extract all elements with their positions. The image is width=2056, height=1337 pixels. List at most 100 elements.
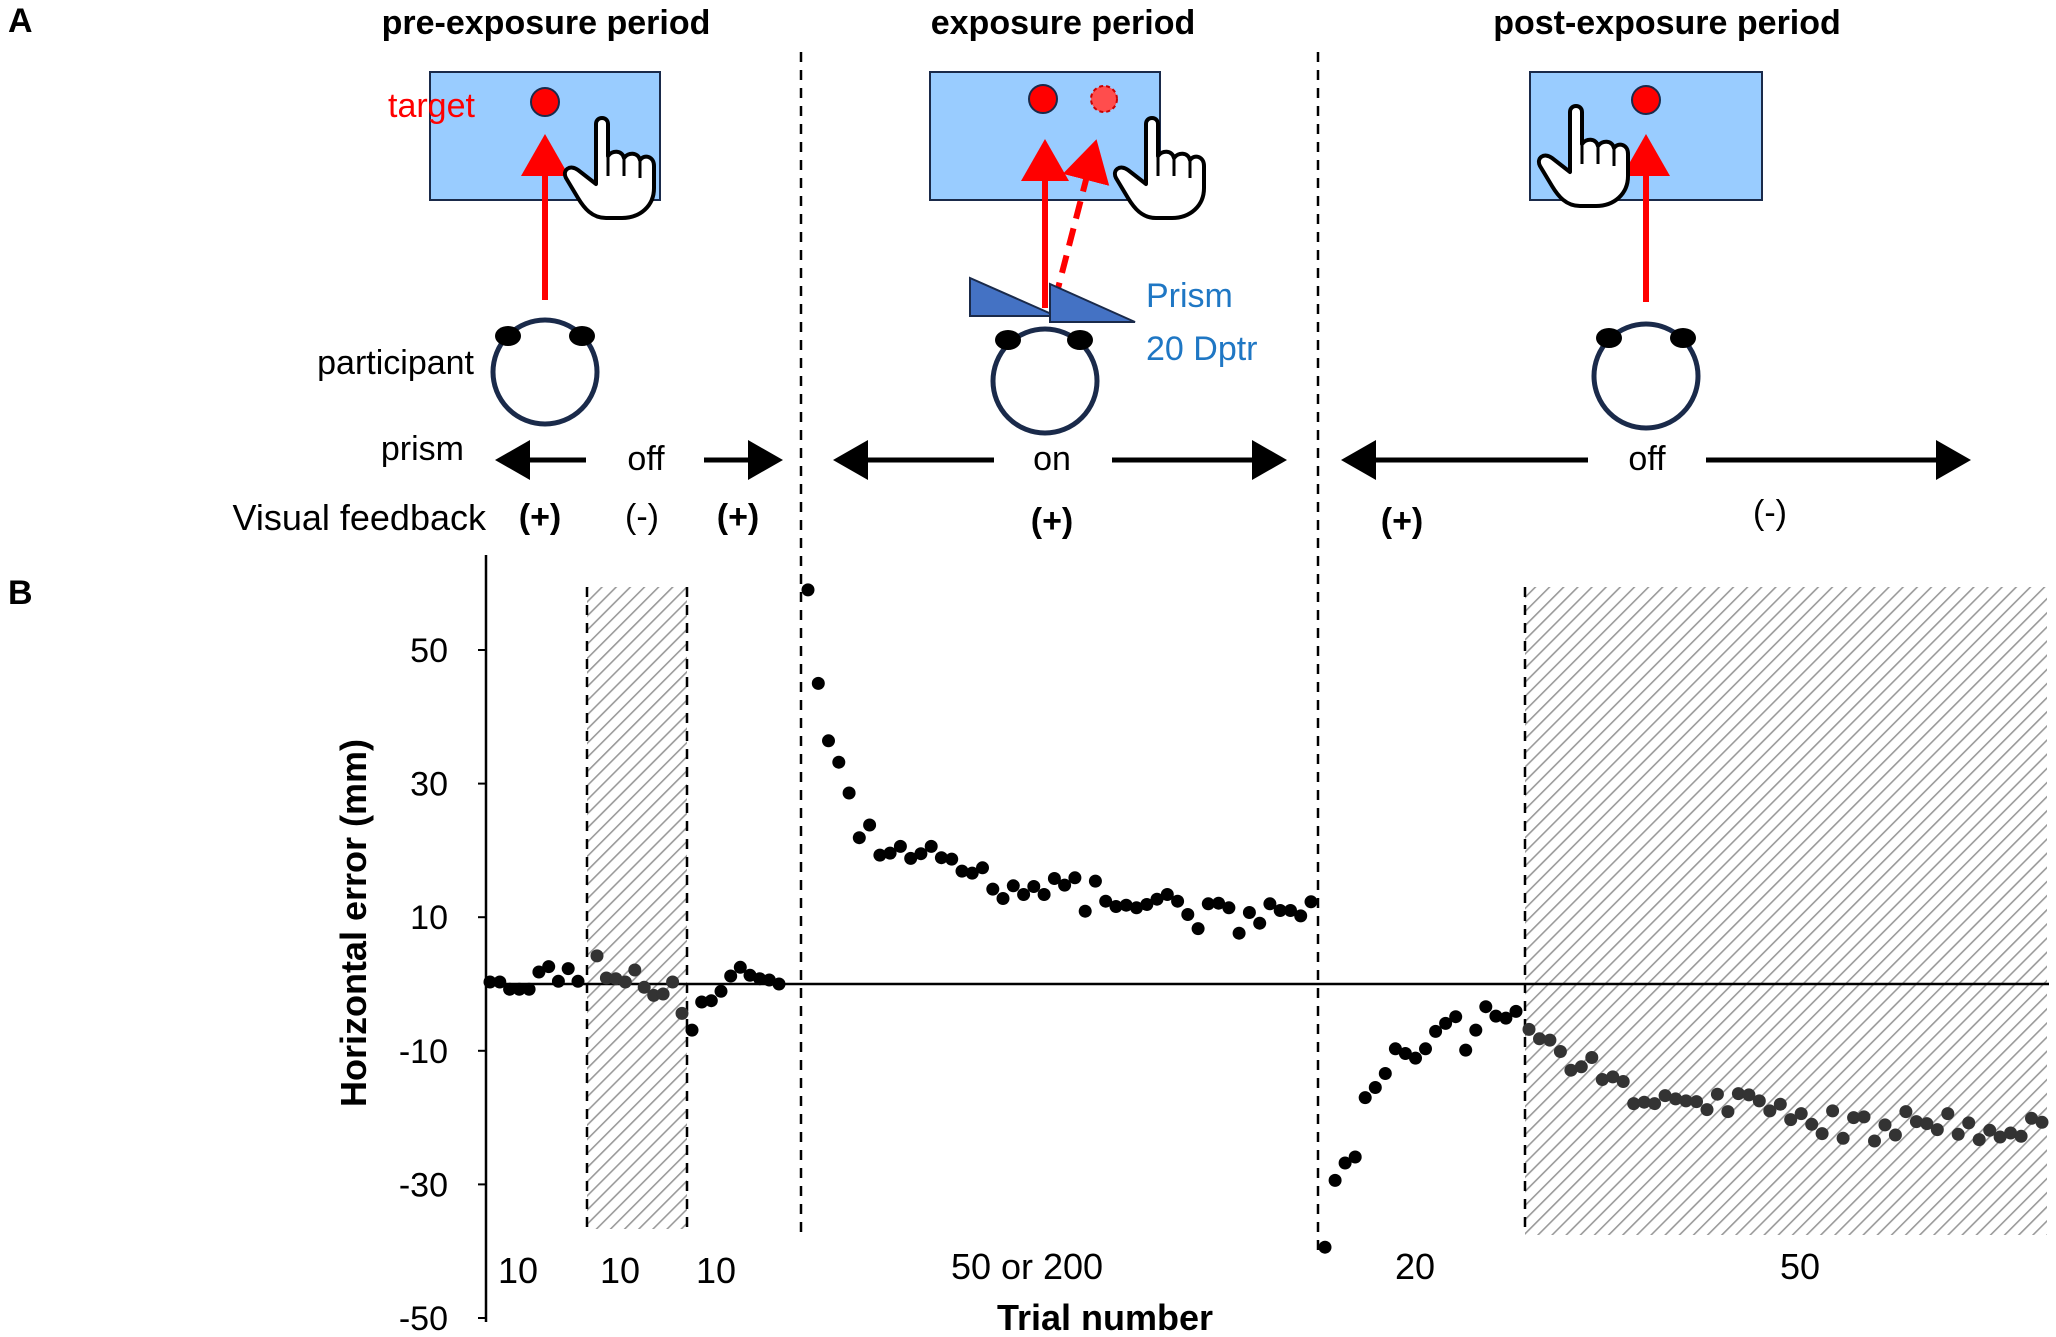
data-point — [1181, 908, 1195, 921]
prism-name-label: Prism — [1146, 277, 1233, 315]
data-point — [1119, 898, 1133, 912]
title-post-exposure: post-exposure period — [1493, 4, 1841, 42]
no-feedback-block-pre — [587, 587, 687, 1229]
data-point — [1150, 892, 1164, 906]
y-tick-label: -50 — [399, 1300, 448, 1337]
data-point — [656, 987, 670, 1001]
data-point — [2014, 1129, 2028, 1143]
data-point — [945, 852, 959, 866]
data-point — [1242, 906, 1256, 919]
data-point — [618, 975, 632, 989]
data-point — [801, 583, 815, 597]
data-point — [1171, 894, 1185, 908]
data-point — [1232, 926, 1246, 940]
data-point — [571, 974, 585, 988]
data-point — [976, 861, 989, 875]
data-point — [924, 839, 938, 853]
prism-state-post: off — [1628, 440, 1666, 478]
eye-icon-right-post — [1670, 328, 1696, 348]
y-axis-title: Horizontal error (mm) — [333, 739, 374, 1107]
y-tick-group: 50 30 10 -10 -30 -50 — [399, 632, 486, 1337]
data-point — [628, 963, 642, 977]
data-point — [1222, 901, 1236, 915]
data-point — [1951, 1127, 1965, 1141]
data-point — [873, 848, 887, 862]
data-point — [1616, 1075, 1630, 1088]
data-point — [1358, 1091, 1372, 1105]
data-point — [1058, 878, 1072, 892]
feedback-exposure: (+) — [1031, 502, 1074, 540]
data-point — [1794, 1107, 1808, 1121]
eye-icon-right-pre — [569, 326, 595, 346]
data-point — [2035, 1115, 2049, 1129]
data-point — [1993, 1130, 2007, 1144]
data-point — [733, 960, 747, 974]
data-point — [1509, 1004, 1523, 1018]
data-point — [1130, 901, 1143, 915]
block-label-6: 50 — [1780, 1246, 1820, 1287]
perceived-target-icon — [1090, 85, 1118, 113]
data-point — [1191, 922, 1205, 936]
prism-right-icon — [1049, 282, 1136, 323]
data-point — [1930, 1123, 1944, 1137]
participant-head-pre — [490, 317, 600, 427]
data-point — [1899, 1105, 1913, 1119]
data-point — [1304, 895, 1318, 909]
post-exposure-scene — [1529, 71, 1763, 431]
data-point — [1078, 904, 1092, 918]
data-point — [1553, 1045, 1567, 1058]
data-point — [503, 982, 517, 996]
prism-state-exposure: on — [1033, 440, 1071, 478]
no-feedback-block-post — [1525, 587, 2047, 1235]
pre-exposure-scene: target participant — [317, 71, 661, 427]
data-point — [1284, 904, 1297, 917]
data-point — [1721, 1105, 1735, 1119]
data-point — [1648, 1097, 1662, 1111]
data-point — [1449, 1010, 1463, 1024]
data-point — [1805, 1117, 1819, 1131]
data-point — [955, 864, 969, 878]
feedback-pre-2: (-) — [625, 498, 659, 536]
target-dot-exposure — [1028, 84, 1058, 114]
data-point — [842, 786, 856, 800]
scatter-plot: 50 30 10 -10 -30 -50 10 10 10 50 or 200 20 50… — [333, 555, 2049, 1337]
data-point — [753, 972, 767, 986]
data-point — [1419, 1042, 1432, 1056]
data-point — [1731, 1087, 1745, 1101]
block-label-3: 10 — [696, 1250, 736, 1291]
data-point — [561, 962, 575, 976]
data-point — [1439, 1016, 1453, 1030]
data-point — [1318, 1240, 1332, 1254]
data-point — [772, 977, 786, 991]
data-point — [1836, 1131, 1850, 1145]
target-label: target — [388, 87, 475, 125]
data-point — [1109, 900, 1123, 913]
title-exposure: exposure period — [931, 4, 1196, 42]
data-point — [986, 882, 1000, 896]
prism-row-label: prism — [381, 430, 464, 468]
data-point — [1847, 1111, 1861, 1125]
data-point — [965, 866, 979, 880]
data-point — [1543, 1033, 1557, 1047]
data-point — [811, 676, 825, 690]
data-point — [1378, 1067, 1392, 1080]
feedback-row-label: Visual feedback — [232, 497, 487, 538]
participant-head-post — [1591, 321, 1701, 431]
data-point — [893, 839, 907, 853]
data-point — [1263, 897, 1277, 911]
data-point — [1368, 1081, 1382, 1094]
data-point — [832, 755, 846, 769]
exposure-scene: Prism 20 Dptr — [929, 71, 1258, 436]
y-tick-label: -10 — [399, 1033, 448, 1071]
data-point — [695, 995, 709, 1009]
data-point — [1017, 888, 1031, 901]
data-point — [1752, 1094, 1766, 1108]
data-point — [852, 831, 866, 845]
panel-b-letter: B — [8, 574, 33, 612]
data-point — [1742, 1088, 1756, 1102]
data-point — [2025, 1111, 2038, 1125]
data-point — [483, 975, 497, 989]
data-point — [1606, 1070, 1620, 1084]
data-point — [1595, 1073, 1609, 1086]
